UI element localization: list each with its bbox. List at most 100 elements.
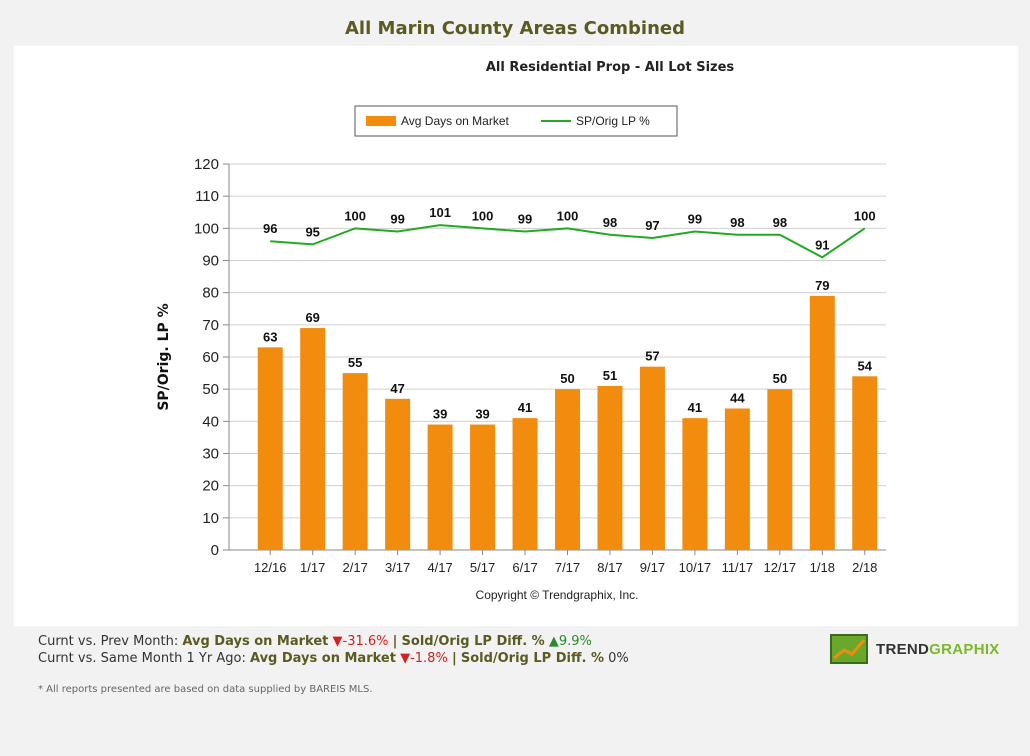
- copyright-text: Copyright © Trendgraphix, Inc.: [476, 588, 639, 602]
- y-tick-label: 90: [202, 253, 219, 270]
- bar-data-label: 51: [603, 368, 617, 383]
- y-axis-title: SP/Orig. LP %: [156, 303, 172, 410]
- x-axis-labels: 12/16 1/17 2/17 3/17 4/17 5/17 6/17 7/17 8/17 9/1…: [254, 560, 877, 575]
- line-data-label: 99: [518, 212, 532, 227]
- line-data-label: 96: [263, 221, 277, 236]
- footer-dom-value: -1.8%: [410, 651, 448, 666]
- bar-data-label: 54: [858, 358, 873, 373]
- x-tick-label: 2/18: [852, 560, 877, 575]
- footer-note: * All reports presented are based on dat…: [38, 684, 373, 695]
- y-tick-label: 60: [202, 349, 219, 366]
- bar: [342, 373, 368, 550]
- bar-data-label: 55: [348, 355, 362, 370]
- page-title: All Marin County Areas Combined: [345, 18, 685, 39]
- bar-data-label: 63: [263, 329, 277, 344]
- chart-legend: Avg Days on Market SP/Orig LP %: [354, 105, 678, 137]
- bar-data-label: 50: [560, 371, 574, 386]
- line-data-label: 100: [854, 208, 876, 223]
- footer-row-prev-year: Curnt vs. Same Month 1 Yr Ago: Avg Days …: [38, 651, 629, 666]
- y-tick-label: 110: [195, 188, 219, 205]
- y-tick-label: 20: [202, 478, 219, 495]
- footer-prefix: Curnt vs. Prev Month:: [38, 634, 179, 649]
- down-arrow-icon: ▼: [400, 651, 411, 666]
- line-data-label: 98: [773, 215, 787, 230]
- footer-separator: |: [451, 651, 457, 666]
- chart-subtitle: All Residential Prop - All Lot Sizes: [485, 60, 735, 75]
- x-tick-label: 1/17: [300, 560, 325, 575]
- x-tick-label: 12/16: [254, 560, 287, 575]
- y-tick-label: 120: [194, 156, 219, 173]
- line-data-label: 101: [429, 205, 451, 220]
- line-path: [270, 224, 866, 259]
- x-tick-label: 12/17: [764, 560, 797, 575]
- footer-lp-label: Sold/Orig LP Diff. %: [460, 651, 604, 666]
- x-tick-label: 2/17: [343, 560, 368, 575]
- y-tick-label: 50: [202, 381, 219, 398]
- line-data-label: 95: [305, 224, 319, 239]
- bar-data-label: 79: [815, 278, 829, 293]
- footer-separator: |: [392, 634, 398, 649]
- y-tick-label: 40: [202, 413, 219, 430]
- line-data-label: 97: [645, 218, 659, 233]
- x-tick-label: 11/17: [722, 560, 754, 575]
- chart-bars: 63 69 55 47 39 39 41 50 51 57 41 44 50 79 54: [257, 278, 878, 555]
- chart-line-series: 96 95 100 99 101 100 99 100 98 97 99 98 98 91 100: [263, 205, 876, 259]
- legend-box: [354, 105, 678, 137]
- bar: [639, 366, 665, 550]
- trendgraphix-logo: TRENDGRAPHIX: [830, 632, 1000, 666]
- x-tick-label: 1/18: [810, 560, 835, 575]
- line-data-label: 99: [390, 212, 404, 227]
- footer-dom-label: Avg Days on Market: [249, 651, 396, 666]
- bar-data-label: 69: [305, 310, 319, 325]
- footer-lp-value: 9.9%: [558, 634, 592, 649]
- bar: [555, 389, 580, 550]
- y-tick-label: 80: [202, 285, 219, 302]
- x-tick-label: 8/17: [597, 560, 622, 575]
- bar-data-label: 41: [688, 400, 702, 415]
- bar-data-label: 39: [433, 407, 447, 422]
- line-data-label: 100: [344, 208, 366, 223]
- bar-data-label: 39: [475, 407, 489, 422]
- bar-data-label: 41: [518, 400, 532, 415]
- bar: [385, 398, 411, 550]
- bar: [257, 347, 283, 550]
- footer-prefix: Curnt vs. Same Month 1 Yr Ago:: [38, 651, 246, 666]
- y-tick-label: 70: [202, 317, 219, 334]
- footer-dom-value: -31.6%: [342, 634, 389, 649]
- x-tick-label: 4/17: [427, 560, 452, 575]
- bar: [427, 424, 453, 550]
- x-tick-label: 5/17: [470, 560, 495, 575]
- bar: [300, 328, 326, 550]
- footer-lp-label: Sold/Orig LP Diff. %: [401, 634, 545, 649]
- logo-text: TRENDGRAPHIX: [876, 641, 1000, 658]
- bar: [767, 389, 793, 550]
- x-tick-label: 10/17: [679, 560, 712, 575]
- bar-data-label: 50: [773, 371, 787, 386]
- bar-data-label: 44: [730, 390, 745, 405]
- x-tick-label: 9/17: [640, 560, 665, 575]
- y-tick-label: 0: [211, 542, 219, 559]
- bar-data-label: 57: [645, 349, 659, 364]
- y-tick-label: 30: [202, 446, 219, 463]
- bar: [852, 376, 878, 550]
- up-arrow-icon: ▲: [548, 634, 559, 649]
- y-tick-label: 100: [194, 220, 219, 237]
- line-data-label: 99: [688, 212, 702, 227]
- line-data-label: 91: [815, 237, 829, 252]
- bar: [724, 408, 750, 550]
- x-tick-label: 3/17: [385, 560, 410, 575]
- trend-chart-icon: [830, 634, 868, 664]
- bar: [512, 418, 538, 550]
- line-data-label: 100: [472, 208, 494, 223]
- y-tick-label: 10: [202, 510, 219, 527]
- footer-row-prev-month: Curnt vs. Prev Month: Avg Days on Market…: [38, 634, 592, 649]
- line-data-label: 98: [603, 215, 617, 230]
- bar: [597, 385, 623, 550]
- bar: [682, 418, 708, 550]
- bar-data-label: 47: [390, 381, 404, 396]
- chart: Avg Days on Market SP/Orig LP % 0 10 20 30 4…: [156, 105, 886, 602]
- x-tick-label: 6/17: [512, 560, 537, 575]
- footer-dom-label: Avg Days on Market: [182, 634, 329, 649]
- footer-lp-value: 0%: [608, 651, 629, 666]
- x-tick-label: 7/17: [555, 560, 580, 575]
